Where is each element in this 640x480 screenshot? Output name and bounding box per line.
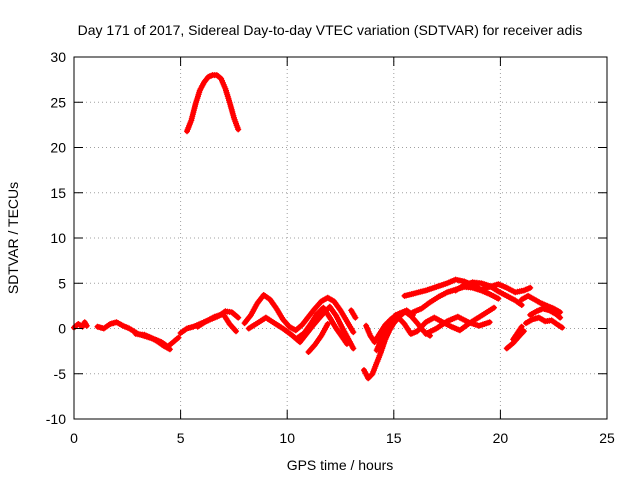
y-tick-label: 5 (58, 275, 66, 291)
y-tick-label: 20 (50, 140, 66, 156)
x-tick-label: 20 (493, 430, 509, 446)
data-marker (527, 284, 534, 291)
y-tick-label: -10 (46, 411, 66, 427)
series-arc-7 (241, 292, 357, 336)
data-marker (235, 314, 242, 321)
y-tick-label: 15 (50, 185, 66, 201)
y-tick-label: -5 (54, 366, 67, 382)
series-arc-10 (305, 321, 331, 355)
tick-labels: 0 5 10 15 20 25 -10 -5 0 5 10 15 20 25 30 (46, 49, 615, 446)
data-marker (557, 309, 564, 316)
data-marker (557, 314, 564, 321)
series-arc-23 (523, 314, 566, 331)
data-marker (352, 314, 359, 321)
series-arc-6 (184, 72, 242, 135)
y-tick-label: 0 (58, 321, 66, 337)
data-marker (518, 323, 525, 330)
series-arc-1 (71, 319, 90, 331)
data-marker (491, 304, 497, 311)
chart-title: Day 171 of 2017, Sidereal Day-to-day VTE… (78, 22, 583, 38)
series-arc-21 (518, 292, 564, 316)
data-marker (175, 334, 182, 341)
y-tick-label: 10 (50, 230, 66, 246)
data-marker (559, 324, 566, 331)
data-marker (520, 328, 527, 335)
ticks (73, 56, 608, 420)
series-arc-22 (527, 305, 564, 321)
data-marker (350, 345, 357, 352)
data-marker (486, 319, 493, 326)
x-tick-label: 5 (177, 430, 185, 446)
series-arc-20 (503, 328, 527, 352)
data-marker (518, 302, 525, 308)
series-arc-18 (422, 313, 493, 337)
data-marker (233, 328, 239, 335)
data-marker (166, 346, 173, 353)
series-arc-11 (348, 307, 359, 321)
x-tick-label: 0 (70, 430, 78, 446)
x-axis-label: GPS time / hours (287, 457, 394, 473)
data-marker (324, 321, 331, 327)
data-marker (495, 295, 502, 302)
y-tick-label: 25 (50, 94, 66, 110)
x-tick-label: 15 (386, 430, 402, 446)
x-tick-label: 10 (279, 430, 295, 446)
series-arc-3 (132, 330, 173, 353)
series-arc-9 (294, 304, 350, 347)
data-layer (71, 72, 566, 382)
series-arc-17 (452, 279, 525, 308)
y-tick-label: 30 (50, 49, 66, 65)
grid (74, 57, 607, 419)
plot-frame (73, 56, 608, 420)
series-arc-5 (194, 311, 239, 335)
series-arc-14 (373, 304, 497, 354)
data-marker (83, 322, 90, 329)
data-marker (555, 313, 562, 320)
data-marker (235, 126, 242, 133)
x-tick-label: 25 (599, 430, 615, 446)
data-marker (350, 329, 357, 336)
y-axis-label: SDTVAR / TECUs (5, 182, 21, 294)
data-marker (343, 340, 350, 347)
